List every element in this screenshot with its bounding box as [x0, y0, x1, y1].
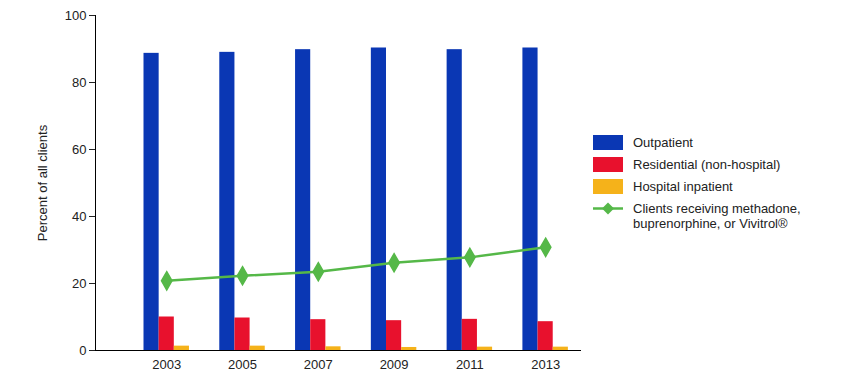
html-text:Outpatient: Outpatient	[633, 135, 693, 150]
svg-text:2011: 2011	[456, 357, 484, 372]
svg-text:Percent of all clients: Percent of all clients	[35, 124, 50, 241]
svg-text:2009: 2009	[380, 357, 409, 372]
svg-text:2003: 2003	[152, 357, 181, 372]
svg-text:2005: 2005	[228, 357, 257, 372]
svg-text:40: 40	[72, 209, 86, 224]
svg-text:80: 80	[72, 75, 86, 90]
html-text:Residential (non-hospital): Residential (non-hospital)	[633, 157, 781, 172]
svg-text:20: 20	[72, 276, 86, 291]
svg-text:100: 100	[65, 8, 87, 23]
html-text:Hospital inpatient: Hospital inpatient	[633, 179, 733, 194]
svg-text:2007: 2007	[304, 357, 333, 372]
svg-text:60: 60	[72, 142, 86, 157]
svg-text:2013: 2013	[531, 357, 560, 372]
html-text:Clients receiving methadone, b: Clients receiving methadone, buprenorphi…	[633, 201, 801, 231]
svg-text:0: 0	[79, 343, 86, 358]
